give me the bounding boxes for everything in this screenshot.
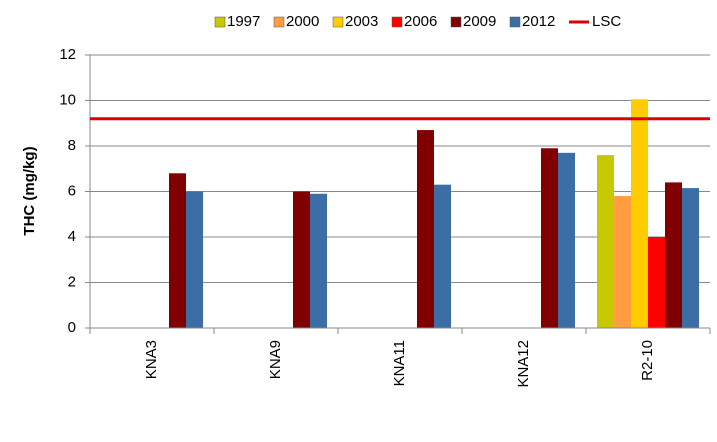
bar — [434, 184, 451, 328]
legend-swatch — [273, 16, 285, 28]
bar — [293, 191, 310, 328]
bar — [417, 130, 434, 328]
y-tick-label: 4 — [68, 228, 76, 245]
y-tick-label: 6 — [68, 182, 76, 199]
legend-label: 2012 — [522, 13, 555, 30]
legend-swatch — [214, 16, 226, 28]
bar — [665, 182, 682, 328]
y-tick-label: 8 — [68, 137, 76, 154]
x-tick-label: KNA3 — [143, 340, 160, 379]
bar — [558, 152, 575, 328]
y-tick-label: 2 — [68, 273, 76, 290]
bar — [614, 196, 631, 328]
bar — [186, 191, 203, 328]
x-tick-label: KNA9 — [267, 340, 284, 379]
bar — [597, 155, 614, 328]
y-tick-label: 10 — [59, 91, 76, 108]
bar — [648, 237, 665, 328]
bar — [310, 193, 327, 328]
legend-label: 2009 — [463, 13, 496, 30]
x-tick-label: R2-10 — [639, 340, 656, 381]
legend-swatch — [391, 16, 403, 28]
y-tick-label: 12 — [59, 46, 76, 63]
legend-swatch — [509, 16, 521, 28]
bar — [169, 173, 186, 328]
legend-label: 2000 — [286, 13, 319, 30]
y-axis-label: THC (mg/kg) — [21, 146, 38, 235]
bar — [631, 99, 648, 328]
bar — [541, 148, 558, 328]
legend-label: 2006 — [404, 13, 437, 30]
legend-label: 1997 — [227, 13, 260, 30]
y-tick-label: 0 — [68, 319, 76, 336]
x-tick-label: KNA12 — [515, 340, 532, 388]
legend-swatch — [450, 16, 462, 28]
bar — [682, 188, 699, 328]
x-tick-label: KNA11 — [391, 340, 408, 386]
legend-label: 2003 — [345, 13, 378, 30]
legend-label: LSC — [592, 13, 621, 30]
legend-swatch — [332, 16, 344, 28]
